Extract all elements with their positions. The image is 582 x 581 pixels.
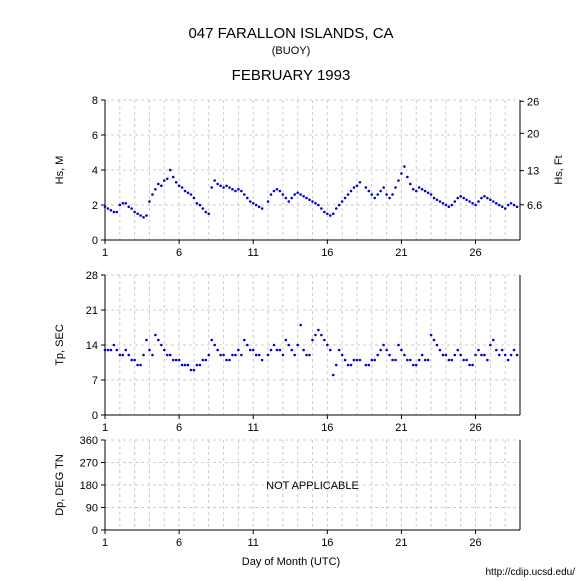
y2-tick-label: 13	[527, 166, 539, 178]
y2-tick-label: 6.6	[527, 200, 542, 212]
y-tick-label: 90	[86, 503, 98, 515]
buoy-timeseries-chart: 047 FARALLON ISLANDS, CA (BUOY) FEBRUARY 1…	[0, 0, 582, 581]
x-tick-label: 6	[176, 247, 182, 259]
y-tick-label: 8	[92, 95, 98, 107]
y-tick-label: 270	[80, 458, 98, 470]
x-tick-label: 26	[469, 537, 481, 549]
y-tick-label: 28	[86, 270, 98, 282]
y-tick-label: 180	[80, 480, 98, 492]
x-tick-label: 11	[248, 422, 259, 434]
x-tick-label: 16	[321, 422, 333, 434]
source-url: http://cdip.ucsd.edu/	[485, 567, 575, 578]
x-tick-label: 21	[395, 247, 407, 259]
y-tick-label: 0	[92, 410, 98, 422]
y2-tick-label: 20	[527, 128, 539, 140]
y-tick-label: 4	[92, 165, 98, 177]
x-tick-label: 1	[102, 247, 108, 259]
y-tick-label: 6	[92, 130, 98, 142]
panel1-series	[104, 165, 519, 218]
station-title: 047 FARALLON ISLANDS, CA	[188, 25, 393, 42]
x-tick-label: 21	[395, 422, 407, 434]
y-tick-label: 360	[80, 435, 98, 447]
x-tick-label: 16	[321, 537, 333, 549]
y-axis-label: Dp, DEG TN	[54, 454, 66, 516]
y2-tick-label: 26	[527, 96, 539, 108]
x-tick-label: 11	[248, 537, 259, 549]
y-tick-label: 0	[92, 235, 98, 247]
x-tick-label: 1	[102, 537, 108, 549]
x-tick-label: 16	[321, 247, 333, 259]
x-tick-label: 6	[176, 537, 182, 549]
y-tick-label: 14	[86, 340, 98, 352]
x-tick-label: 26	[469, 247, 481, 259]
y-axis-label: Tp, SEC	[54, 324, 66, 366]
x-axis-label: Day of Month (UTC)	[242, 556, 340, 568]
x-tick-label: 1	[102, 422, 108, 434]
station-subtitle: (BUOY)	[272, 45, 311, 57]
panel2-series	[104, 324, 519, 377]
x-tick-label: 21	[395, 537, 407, 549]
y-axis-label: Hs, M	[54, 156, 66, 185]
y-tick-label: 21	[86, 305, 98, 317]
x-tick-label: 26	[469, 422, 481, 434]
x-tick-label: 6	[176, 422, 182, 434]
y2-axis-label: Hs, Ft	[553, 155, 565, 184]
y-tick-label: 2	[92, 200, 98, 212]
overlay-text: NOT APPLICABLE	[266, 480, 359, 492]
y-tick-label: 0	[92, 525, 98, 537]
x-tick-label: 11	[248, 247, 259, 259]
month-title: FEBRUARY 1993	[232, 67, 351, 84]
y-tick-label: 7	[92, 375, 98, 387]
